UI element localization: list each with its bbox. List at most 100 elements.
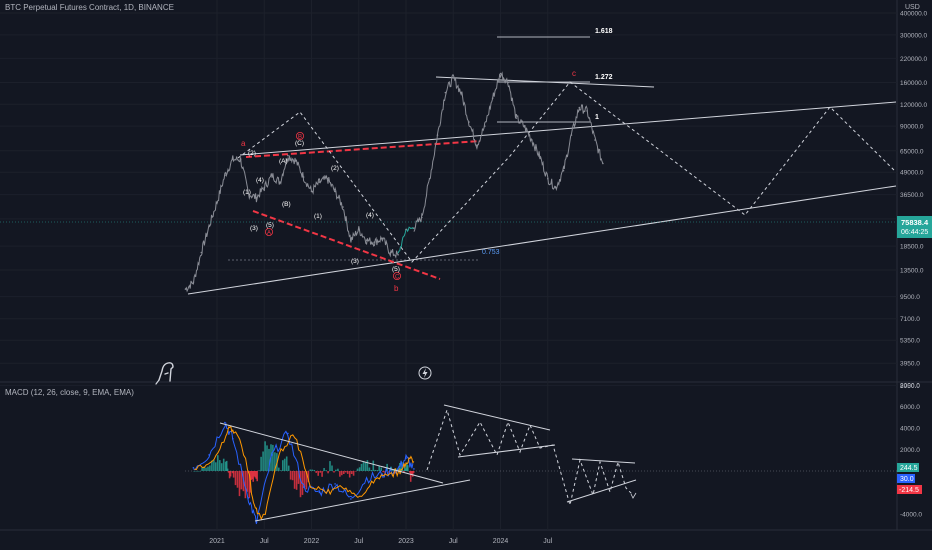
- macd-hist-bar: [343, 471, 345, 474]
- macd-hist-bar: [228, 471, 231, 479]
- time-tick-label: 2023: [398, 538, 414, 545]
- time-tick-label: 2022: [304, 538, 320, 545]
- macd-hist-bar: [248, 471, 251, 499]
- price-point: [192, 281, 195, 284]
- price-point: [428, 177, 431, 180]
- price-point: [460, 91, 462, 94]
- macd-hist-bar: [307, 471, 310, 483]
- macd-hist-bar: [323, 468, 325, 471]
- macd-badge-macd: 30.0: [900, 476, 914, 483]
- macd-point: [255, 521, 258, 524]
- macd-hist-bar: [325, 470, 327, 471]
- macd-axis-ticks[interactable]: 8000.0 6000.0 4000.0 2000.0 -4000.0: [900, 383, 922, 519]
- macd-hist-bar: [358, 467, 361, 471]
- dino-logo-icon[interactable]: [155, 362, 174, 385]
- price-point: [287, 154, 289, 157]
- time-tick-label: Jul: [354, 538, 363, 545]
- macd-hist-bar: [211, 460, 213, 471]
- price-point: [302, 176, 305, 178]
- wave-projection-dashed-line[interactable]: [237, 81, 897, 263]
- macd-hist-bar: [337, 468, 339, 471]
- price-point: [255, 197, 258, 199]
- price-point: [381, 237, 384, 240]
- current-price-badge-bg: [897, 216, 932, 238]
- macd-hist-bar: [215, 462, 217, 471]
- trendlines[interactable]: [187, 76, 897, 295]
- macd-hist-bar: [409, 471, 412, 482]
- wave-label-w2b: (2): [331, 165, 339, 172]
- macd-hist-bar: [315, 471, 317, 473]
- macd-hist-bar: [280, 470, 282, 471]
- wave-circle-A: [264, 227, 273, 236]
- macd-point: [247, 497, 250, 499]
- wave-label-w3b: (3): [351, 258, 359, 265]
- price-point: [476, 144, 478, 146]
- price-tick-label: 7100.0: [900, 316, 920, 323]
- macd-hist-bar: [297, 471, 300, 484]
- macd-hist-bar: [278, 467, 280, 471]
- wave-label-c: c: [572, 69, 576, 78]
- time-tick-label: Jul: [543, 538, 552, 545]
- price-axis-ticks[interactable]: 400000.0 300000.0 220000.0 160000.0 120000.0…: [900, 11, 927, 390]
- macd-hist-bar: [305, 471, 308, 490]
- price-point: [484, 125, 486, 127]
- macd-hist-bar: [240, 471, 243, 490]
- price-tick-label: 2950.0: [900, 383, 920, 390]
- macd-hist-bar: [260, 456, 262, 471]
- macd-proj-lower-line[interactable]: [457, 444, 556, 458]
- macd-proj2-upper-line[interactable]: [571, 458, 636, 464]
- price-tick-label: 5350.0: [900, 338, 920, 345]
- wave-label-w4b: (4): [366, 212, 374, 219]
- price-tick-label: 65000.0: [900, 148, 924, 155]
- lightning-icon[interactable]: [418, 366, 432, 380]
- signal-line: [194, 425, 415, 521]
- wave-label-wC: (C): [295, 140, 304, 147]
- price-point: [350, 239, 352, 241]
- macd-badges: 244.5 30.0 -214.5: [897, 463, 922, 494]
- wave-label-w3a: (3): [250, 225, 258, 232]
- macd-trendlines[interactable]: [219, 404, 637, 522]
- macd-hist-bar: [252, 471, 254, 482]
- current-price-value: 75838.4: [901, 218, 929, 227]
- macd-tick-label: 4000.0: [900, 426, 920, 433]
- macd-title[interactable]: MACD (12, 26, close, 9, EMA, EMA): [5, 388, 134, 397]
- macd-point: [224, 421, 226, 424]
- macd-hist-bar: [360, 463, 363, 471]
- upper-channel-line[interactable]: [239, 101, 897, 156]
- macd-projection-dashed-line[interactable]: [426, 408, 634, 506]
- wave-path-dashed[interactable]: [237, 81, 897, 263]
- time-tick-label: Jul: [260, 538, 269, 545]
- macd-lower-trendline[interactable]: [254, 479, 471, 522]
- macd-hist-bar: [229, 471, 232, 477]
- lower-channel-line[interactable]: [187, 185, 897, 295]
- macd-hist-bar: [411, 471, 414, 477]
- wave-label-B: B: [298, 135, 302, 141]
- macd-tick-label: 8000.0: [900, 383, 920, 390]
- red-upper-dashed-line[interactable]: [245, 140, 481, 158]
- price-point: [515, 117, 518, 119]
- macd-badge-signal-bg: [897, 485, 922, 494]
- macd-hist-bar: [195, 471, 197, 472]
- price-point: [184, 288, 187, 290]
- top-resistance-line[interactable]: [435, 76, 655, 88]
- macd-proj-upper-line[interactable]: [443, 404, 551, 431]
- macd-upper-trendline[interactable]: [219, 422, 444, 484]
- macd-hist-bar: [236, 471, 239, 488]
- time-axis-ticks[interactable]: 2021 Jul 2022 Jul 2023 Jul 2024 Jul: [209, 538, 552, 545]
- symbol-title[interactable]: BTC Perpetual Futures Contract, 1D, BINA…: [5, 3, 174, 12]
- price-tick-label: 13500.0: [900, 268, 924, 275]
- price-point: [358, 228, 360, 231]
- macd-hist-bar: [346, 471, 349, 474]
- macd-point: [334, 483, 336, 485]
- macd-hist-bar: [209, 465, 211, 471]
- price-point: [452, 77, 455, 79]
- wave-label-w5b: (5): [392, 266, 400, 273]
- macd-hist-bar: [213, 460, 215, 471]
- macd-point: [405, 457, 407, 459]
- red-lower-dashed-line[interactable]: [252, 210, 441, 280]
- macd-hist-bar: [403, 471, 405, 473]
- price-series-points: [184, 72, 604, 290]
- macd-point: [192, 467, 195, 469]
- macd-hist-bar: [250, 471, 253, 480]
- macd-hist-bar: [341, 471, 343, 476]
